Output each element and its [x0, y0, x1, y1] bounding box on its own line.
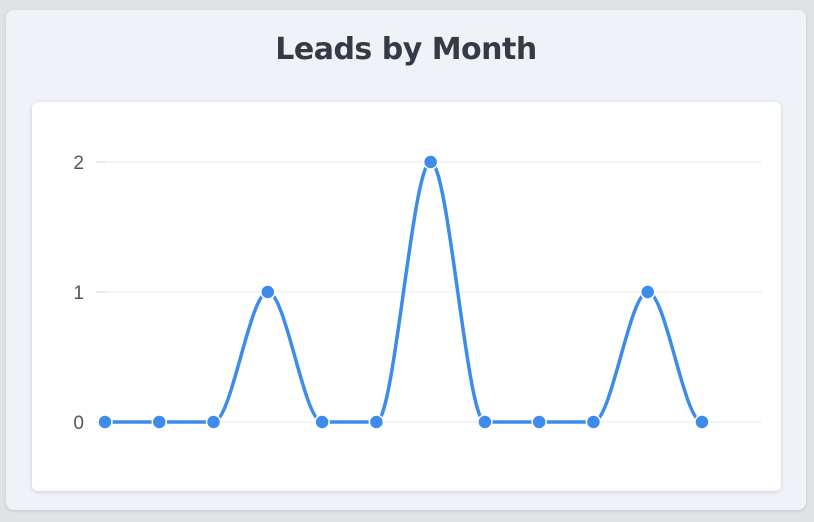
data-point	[694, 414, 710, 430]
data-point	[477, 414, 493, 430]
series-line	[104, 160, 703, 424]
y-tick-label: 0	[73, 413, 84, 434]
data-point	[422, 154, 439, 170]
data-point	[260, 284, 276, 300]
data-point	[205, 414, 222, 430]
data-point	[639, 284, 656, 300]
data-point	[314, 414, 330, 430]
data-point	[97, 414, 113, 430]
data-point	[368, 414, 385, 430]
line-chart: 0 1 2	[73, 153, 762, 434]
chart-title: Leads by Month	[275, 32, 537, 67]
chart-card: Leads by Month 0 1 2	[6, 10, 806, 510]
data-point	[151, 414, 168, 430]
chart-panel: 0 1 2	[32, 102, 781, 491]
data-point	[585, 414, 602, 430]
y-tick-label: 1	[73, 283, 84, 304]
data-point	[531, 414, 547, 430]
y-tick-label: 2	[73, 153, 84, 174]
